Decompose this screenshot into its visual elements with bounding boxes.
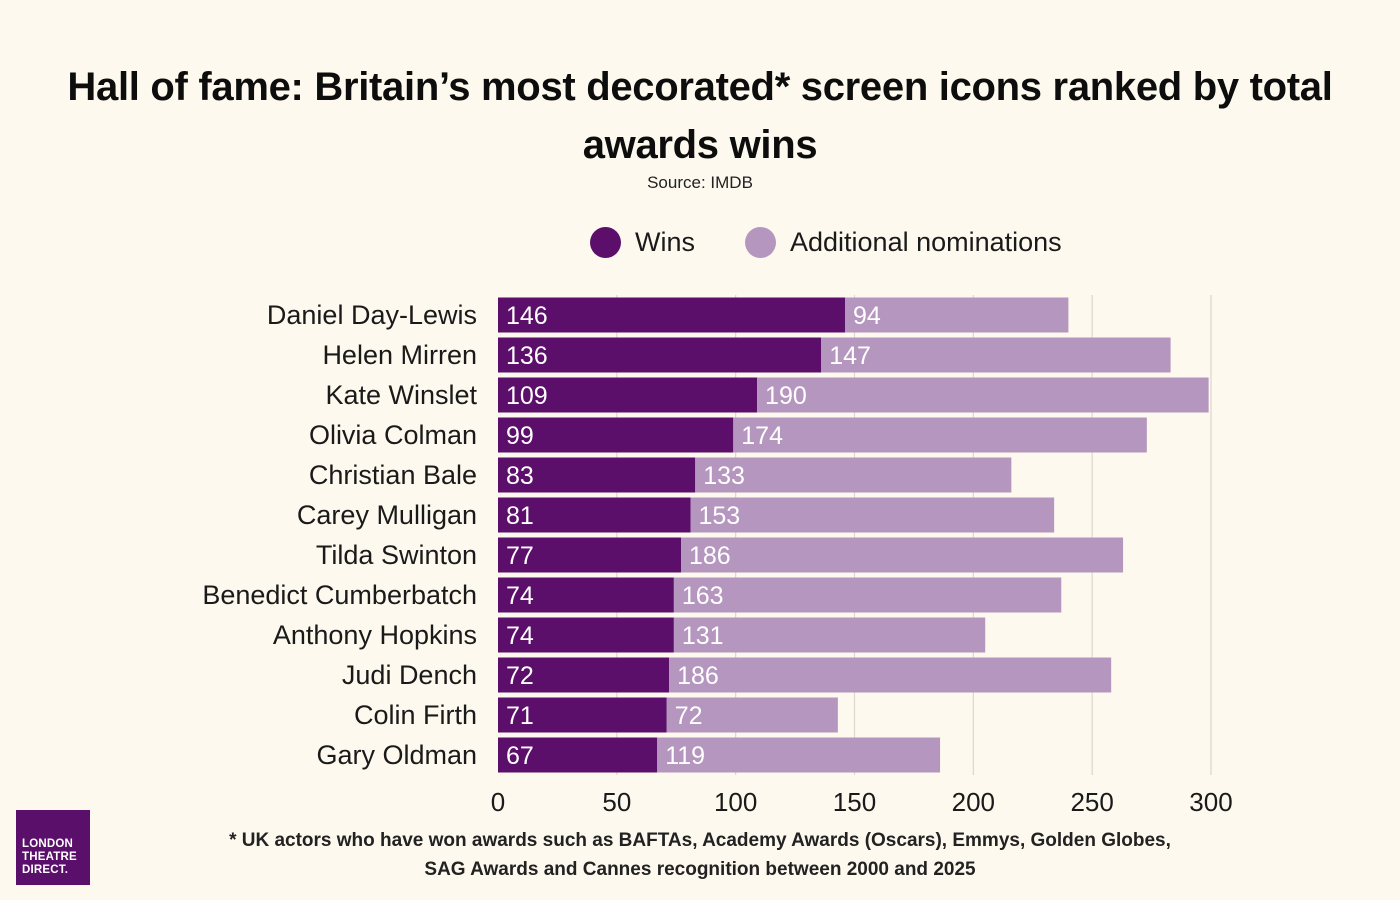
footnote: * UK actors who have won awards such as … [120, 826, 1280, 884]
logo-line-2: THEATRE [22, 851, 77, 863]
footnote-line-1: * UK actors who have won awards such as … [229, 830, 1171, 851]
data-label-wins: 99 [506, 422, 534, 450]
bar-wins [498, 737, 658, 773]
x-tick-label: 200 [952, 787, 995, 817]
bar-nominations [844, 297, 1069, 333]
category-label: Carey Mulligan [297, 500, 477, 530]
logo-line-1: LONDON [22, 838, 74, 850]
data-label-nominations: 174 [741, 422, 783, 450]
x-tick-label: 50 [602, 787, 631, 817]
category-label: Daniel Day-Lewis [267, 300, 477, 330]
bar-wins [498, 497, 691, 533]
x-tick-label: 300 [1189, 787, 1232, 817]
bar-nominations [821, 337, 1171, 373]
bar-wins [498, 457, 696, 493]
bar-wins [498, 697, 667, 733]
category-label: Anthony Hopkins [273, 620, 477, 650]
legend-label-nominations: Additional nominations [790, 226, 1062, 257]
legend-item-nominations: Additional nominations [745, 226, 1062, 258]
data-label-wins: 109 [506, 382, 548, 410]
bar-wins [498, 377, 758, 413]
data-label-wins: 81 [506, 502, 534, 530]
bar-nominations [681, 537, 1124, 573]
data-label-nominations: 131 [682, 622, 724, 650]
data-label-wins: 74 [506, 582, 534, 610]
category-label: Colin Firth [354, 700, 477, 730]
category-label: Tilda Swinton [316, 540, 477, 570]
category-label: Helen Mirren [322, 340, 477, 370]
data-label-wins: 136 [506, 342, 548, 370]
data-label-wins: 83 [506, 462, 534, 490]
bar-nominations [669, 657, 1112, 693]
legend-swatch-nominations [745, 226, 776, 258]
legend-label-wins: Wins [635, 226, 695, 257]
data-label-nominations: 147 [829, 342, 871, 370]
x-tick-label: 150 [833, 787, 876, 817]
bar-wins [498, 617, 674, 653]
chart-source: Source: IMDB [647, 173, 753, 192]
data-label-nominations: 186 [689, 542, 731, 570]
bar-wins [498, 657, 670, 693]
data-label-nominations: 119 [665, 742, 705, 770]
x-tick-label: 250 [1070, 787, 1113, 817]
bar-nominations [695, 457, 1012, 493]
category-label: Olivia Colman [309, 420, 477, 450]
bar-nominations [733, 417, 1147, 453]
data-label-wins: 74 [506, 622, 534, 650]
bar-nominations [657, 737, 941, 773]
legend-swatch-wins [590, 226, 621, 258]
data-label-wins: 72 [506, 662, 534, 690]
chart-title: Hall of fame: Britain’s most decorated* … [67, 65, 1333, 167]
bar-nominations [690, 497, 1055, 533]
data-label-wins: 146 [506, 302, 548, 330]
bar-nominations [757, 377, 1209, 413]
data-label-nominations: 94 [853, 302, 881, 330]
category-label: Judi Dench [342, 660, 477, 690]
bar-wins [498, 577, 674, 613]
data-label-wins: 71 [506, 702, 534, 730]
data-label-wins: 77 [506, 542, 534, 570]
data-label-nominations: 186 [677, 662, 719, 690]
bar-wins [498, 417, 734, 453]
legend-item-wins: Wins [590, 226, 695, 258]
category-label: Kate Winslet [325, 380, 477, 410]
bar-nominations [673, 617, 986, 653]
data-label-nominations: 72 [675, 702, 703, 730]
bar-wins [498, 537, 682, 573]
data-label-nominations: 163 [682, 582, 724, 610]
data-label-wins: 67 [506, 742, 534, 770]
x-tick-label: 0 [491, 787, 505, 817]
bar-nominations [673, 577, 1062, 613]
data-label-nominations: 190 [765, 382, 807, 410]
bar-wins [498, 337, 822, 373]
category-label: Gary Oldman [316, 740, 477, 770]
category-label: Christian Bale [309, 460, 477, 490]
data-label-nominations: 153 [699, 502, 741, 530]
category-label: Benedict Cumberbatch [202, 580, 477, 610]
data-label-nominations: 133 [703, 462, 745, 490]
bar-wins [498, 297, 845, 333]
bar-nominations [666, 697, 838, 733]
logo-line-3: DIRECT. [22, 864, 69, 876]
x-tick-label: 100 [714, 787, 757, 817]
london-theatre-direct-logo: LONDON THEATRE DIRECT. [16, 810, 90, 885]
chart-legend: Wins Additional nominations [590, 222, 1098, 262]
footnote-line-2: SAG Awards and Cannes recognition betwee… [424, 859, 976, 880]
